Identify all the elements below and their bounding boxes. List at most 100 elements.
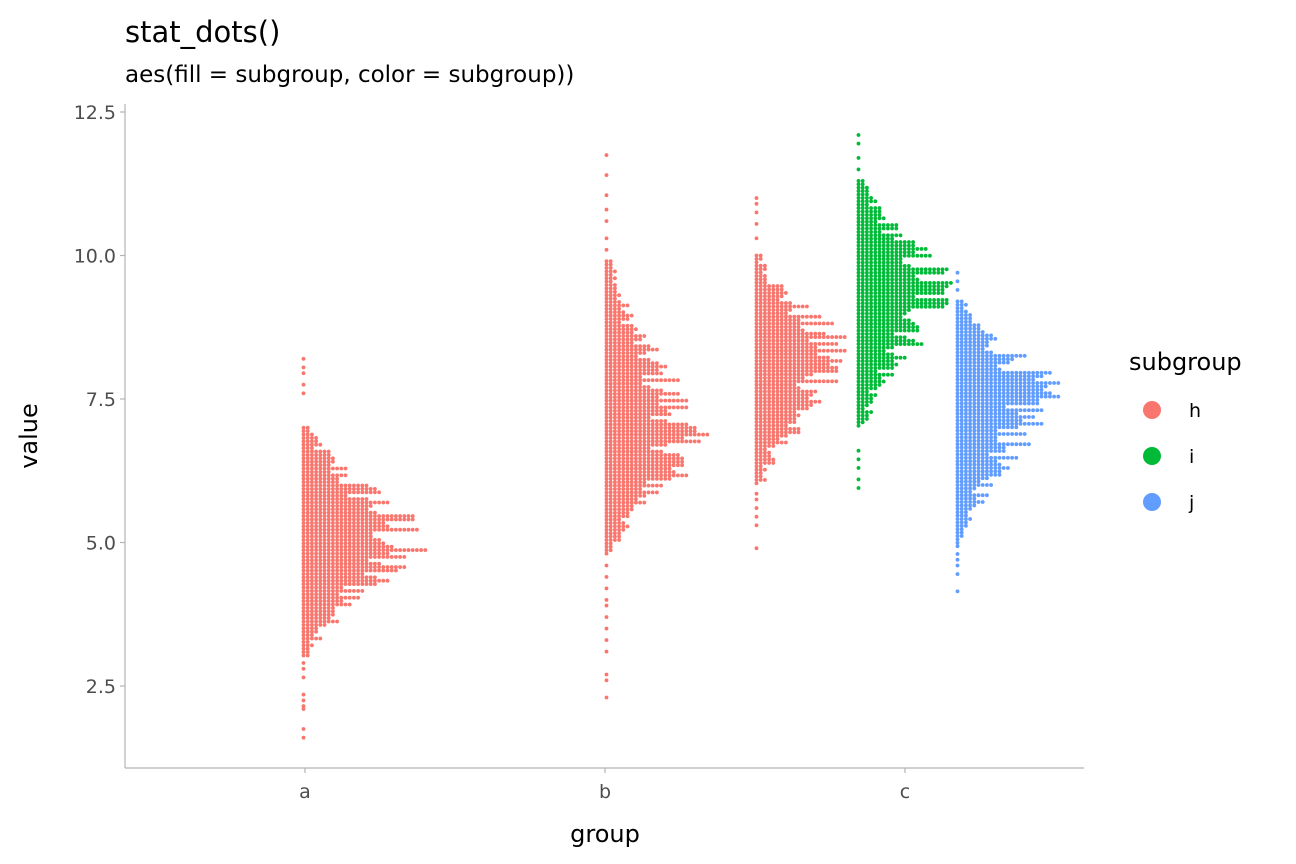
dot-mark bbox=[762, 263, 767, 268]
dot-mark bbox=[675, 473, 680, 478]
dot-mark bbox=[869, 267, 874, 272]
dot-mark bbox=[646, 408, 651, 413]
dot-mark bbox=[612, 432, 617, 437]
dot-mark bbox=[1039, 421, 1044, 426]
dot-mark bbox=[754, 324, 759, 329]
dot-mark bbox=[318, 544, 323, 549]
dot-mark bbox=[322, 537, 327, 542]
dot-mark bbox=[642, 500, 647, 505]
dot-mark bbox=[318, 463, 323, 468]
dot-mark bbox=[322, 561, 327, 566]
dot-mark bbox=[1018, 381, 1023, 385]
dot-mark bbox=[356, 561, 361, 566]
dot-mark bbox=[959, 513, 964, 518]
dot-mark bbox=[758, 375, 763, 380]
dot-mark bbox=[339, 602, 344, 607]
dot-mark bbox=[779, 341, 784, 346]
dot-mark bbox=[923, 246, 928, 251]
dot-mark bbox=[754, 447, 759, 452]
dot-mark bbox=[667, 436, 672, 440]
dot-mark bbox=[347, 554, 352, 559]
dot-mark bbox=[968, 343, 973, 348]
dot-mark bbox=[339, 493, 344, 498]
dot-mark bbox=[617, 395, 622, 400]
dot-mark bbox=[322, 466, 327, 471]
dot-mark bbox=[621, 453, 626, 457]
dot-mark bbox=[821, 362, 826, 367]
dot-mark bbox=[809, 345, 814, 350]
dot-mark bbox=[347, 537, 352, 542]
dot-mark bbox=[339, 541, 344, 546]
dot-mark bbox=[963, 479, 968, 484]
dot-mark bbox=[783, 362, 788, 367]
dot-mark bbox=[955, 534, 960, 538]
dot-mark bbox=[809, 321, 814, 326]
dot-mark bbox=[869, 372, 874, 377]
dot-mark bbox=[877, 338, 882, 343]
dot-mark bbox=[625, 483, 630, 488]
dot-mark bbox=[646, 398, 651, 403]
dot-mark bbox=[902, 280, 907, 285]
dot-mark bbox=[869, 236, 874, 241]
dot-mark bbox=[963, 343, 968, 348]
dot-mark bbox=[955, 270, 960, 275]
dot-mark bbox=[617, 524, 622, 529]
dot-mark bbox=[976, 391, 981, 396]
dot-mark bbox=[633, 456, 638, 461]
dot-mark bbox=[301, 554, 306, 559]
dot-mark bbox=[968, 323, 973, 328]
dot-mark bbox=[612, 354, 617, 359]
dot-mark bbox=[860, 284, 865, 289]
dot-mark bbox=[932, 280, 937, 285]
dot-mark bbox=[377, 514, 382, 519]
dot-mark bbox=[963, 469, 968, 474]
dot-mark bbox=[885, 338, 890, 343]
dot-mark bbox=[301, 629, 306, 634]
dot-mark bbox=[347, 582, 352, 587]
dot-mark bbox=[898, 274, 903, 279]
dot-mark bbox=[758, 297, 763, 302]
dot-mark bbox=[984, 408, 989, 413]
dot-mark bbox=[997, 381, 1002, 385]
dot-mark bbox=[873, 369, 878, 374]
dot-mark bbox=[825, 379, 830, 384]
dot-mark bbox=[389, 568, 394, 573]
dot-mark bbox=[989, 336, 994, 341]
dot-mark bbox=[767, 399, 772, 404]
dot-mark bbox=[758, 406, 763, 411]
dot-mark bbox=[919, 284, 924, 289]
dot-mark bbox=[372, 524, 377, 529]
dot-mark bbox=[1035, 387, 1040, 392]
dot-mark bbox=[860, 263, 865, 268]
dot-mark bbox=[343, 527, 348, 532]
dot-mark bbox=[767, 355, 772, 360]
dot-mark bbox=[389, 517, 394, 522]
dot-mark bbox=[675, 436, 680, 440]
dot-mark bbox=[885, 260, 890, 265]
dot-mark bbox=[360, 537, 365, 542]
dot-mark bbox=[800, 348, 805, 353]
dot-mark bbox=[775, 375, 780, 380]
dot-mark bbox=[980, 367, 985, 372]
dot-mark bbox=[347, 578, 352, 583]
dot-mark bbox=[322, 541, 327, 546]
dot-mark bbox=[972, 503, 977, 508]
dot-mark bbox=[881, 240, 886, 245]
dot-mark bbox=[650, 432, 655, 437]
dot-mark bbox=[779, 358, 784, 363]
dot-mark bbox=[621, 361, 626, 366]
dot-mark bbox=[659, 449, 664, 454]
dot-mark bbox=[783, 311, 788, 316]
dot-mark bbox=[762, 307, 767, 312]
dot-mark bbox=[326, 527, 331, 532]
dot-mark bbox=[309, 497, 314, 502]
dot-mark bbox=[873, 294, 878, 299]
dot-mark bbox=[305, 585, 310, 590]
dot-mark bbox=[783, 338, 788, 343]
dot-mark bbox=[339, 575, 344, 580]
dot-mark bbox=[775, 403, 780, 408]
dot-mark bbox=[604, 480, 609, 485]
dot-mark bbox=[963, 493, 968, 498]
dot-mark bbox=[351, 544, 356, 549]
dot-mark bbox=[788, 314, 793, 319]
